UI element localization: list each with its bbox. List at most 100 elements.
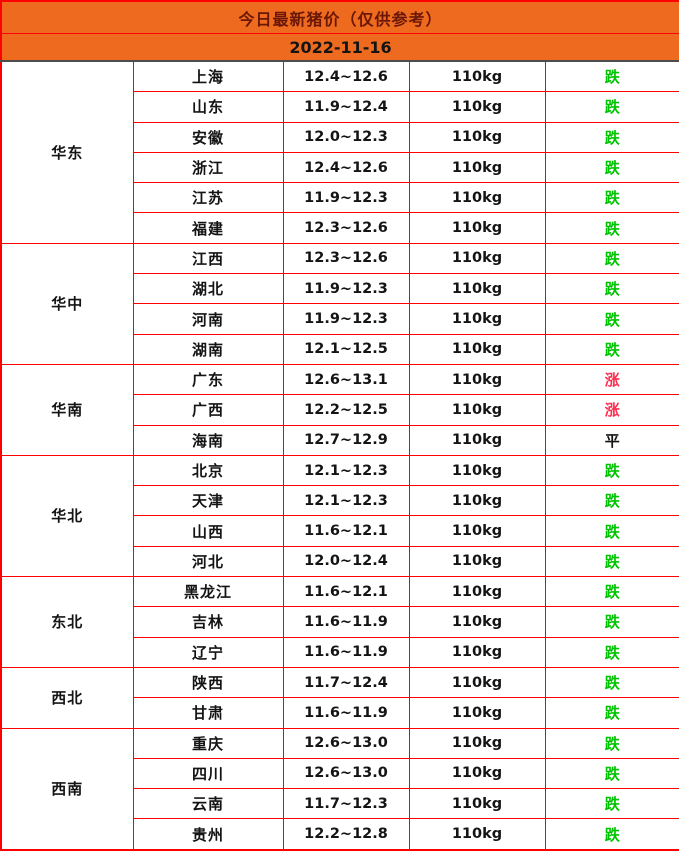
trend-cell: 跌 (544, 515, 679, 547)
weight-cell: 110kg (408, 151, 546, 184)
trend-cell: 涨 (544, 394, 679, 426)
table-row: 海南 12.7~12.9 110kg 平 (1, 424, 679, 456)
price-cell: 11.6~12.1 (282, 515, 410, 547)
province-cell: 湖北 (132, 273, 284, 305)
price-cell: 11.9~12.3 (282, 182, 410, 214)
table-row: 河北 12.0~12.4 110kg 跌 (1, 545, 679, 578)
province-cell: 河北 (132, 545, 284, 578)
table-row: 四川 12.6~13.0 110kg 跌 (1, 757, 679, 790)
trend-cell: 跌 (544, 212, 679, 244)
weight-cell: 110kg (408, 666, 546, 699)
province-cell: 山东 (132, 91, 284, 123)
table-header: 今日最新猪价（仅供参考） (0, 0, 679, 34)
weight-cell: 110kg (408, 757, 546, 790)
trend-cell: 跌 (544, 788, 679, 820)
province-cell: 江西 (132, 242, 284, 275)
table-row: 华东 上海 12.4~12.6 110kg 跌 (0, 60, 679, 244)
trend-cell: 跌 (544, 757, 679, 790)
price-cell: 12.6~13.0 (282, 757, 410, 790)
trend-cell: 跌 (544, 666, 679, 699)
table-row: 华中 江西 12.3~12.6 110kg 跌 (0, 242, 679, 365)
report-date: 2022-11-16 (0, 33, 679, 62)
trend-cell: 跌 (544, 576, 679, 608)
weight-cell: 110kg (408, 485, 546, 517)
weight-cell: 110kg (408, 454, 546, 487)
trend-cell: 跌 (544, 545, 679, 578)
trend-cell: 跌 (544, 182, 679, 214)
price-cell: 11.6~11.9 (282, 636, 410, 668)
table-row: 吉林 11.6~11.9 110kg 跌 (1, 606, 679, 638)
trend-cell: 跌 (544, 818, 679, 851)
province-cell: 北京 (132, 454, 284, 487)
table-row: 西南 重庆 12.6~13.0 110kg 跌 (0, 727, 679, 851)
trend-cell: 跌 (544, 636, 679, 668)
price-cell: 11.7~12.4 (282, 666, 410, 699)
price-cell: 11.9~12.4 (282, 91, 410, 123)
province-cell: 云南 (132, 788, 284, 820)
trend-cell: 涨 (544, 363, 679, 396)
price-cell: 12.6~13.0 (282, 727, 410, 759)
table-row: 福建 12.3~12.6 110kg 跌 (1, 212, 679, 244)
price-cell: 11.6~11.9 (282, 606, 410, 638)
table-row: 云南 11.7~12.3 110kg 跌 (1, 788, 679, 820)
weight-cell: 110kg (408, 545, 546, 578)
price-cell: 12.3~12.6 (282, 242, 410, 275)
trend-cell: 跌 (544, 697, 679, 729)
price-cell: 12.1~12.3 (282, 485, 410, 517)
weight-cell: 110kg (408, 424, 546, 456)
weight-cell: 110kg (408, 91, 546, 123)
weight-cell: 110kg (408, 60, 546, 93)
table-row: 湖南 12.1~12.5 110kg 跌 (1, 333, 679, 365)
price-cell: 11.9~12.3 (282, 303, 410, 335)
region-cell: 华北 (0, 454, 134, 578)
weight-cell: 110kg (408, 818, 546, 851)
weight-cell: 110kg (408, 515, 546, 547)
table-row: 华北 北京 12.1~12.3 110kg 跌 (0, 454, 679, 578)
province-cell: 甘肃 (132, 697, 284, 729)
page-title: 今日最新猪价（仅供参考） (0, 0, 679, 34)
price-cell: 12.4~12.6 (282, 60, 410, 93)
trend-cell: 跌 (544, 606, 679, 638)
table-row: 山东 11.9~12.4 110kg 跌 (1, 91, 679, 123)
trend-cell: 跌 (544, 727, 679, 759)
table-subheader: 2022-11-16 (0, 33, 679, 62)
province-cell: 广西 (132, 394, 284, 426)
region-cell: 华中 (0, 242, 134, 365)
weight-cell: 110kg (408, 121, 546, 153)
table-row: 江苏 11.9~12.3 110kg 跌 (1, 182, 679, 214)
price-cell: 11.6~11.9 (282, 697, 410, 729)
province-cell: 湖南 (132, 333, 284, 365)
province-cell: 四川 (132, 757, 284, 790)
weight-cell: 110kg (408, 697, 546, 729)
price-cell: 12.0~12.3 (282, 121, 410, 153)
price-cell: 12.2~12.8 (282, 818, 410, 851)
province-cell: 江苏 (132, 182, 284, 214)
table-row: 辽宁 11.6~11.9 110kg 跌 (1, 636, 679, 668)
trend-cell: 跌 (544, 454, 679, 487)
province-cell: 天津 (132, 485, 284, 517)
price-cell: 12.2~12.5 (282, 394, 410, 426)
province-cell: 安徽 (132, 121, 284, 153)
table-row: 天津 12.1~12.3 110kg 跌 (1, 485, 679, 517)
weight-cell: 110kg (408, 333, 546, 365)
price-cell: 12.1~12.3 (282, 454, 410, 487)
price-cell: 12.7~12.9 (282, 424, 410, 456)
weight-cell: 110kg (408, 394, 546, 426)
province-cell: 陕西 (132, 666, 284, 699)
trend-cell: 跌 (544, 273, 679, 305)
weight-cell: 110kg (408, 182, 546, 214)
price-cell: 11.6~12.1 (282, 576, 410, 608)
table-row: 华南 广东 12.6~13.1 110kg 涨 (0, 363, 679, 456)
weight-cell: 110kg (408, 788, 546, 820)
trend-cell: 跌 (544, 303, 679, 335)
trend-cell: 跌 (544, 333, 679, 365)
province-cell: 黑龙江 (132, 576, 284, 608)
region-cell: 东北 (0, 576, 134, 668)
weight-cell: 110kg (408, 273, 546, 305)
table-row: 广西 12.2~12.5 110kg 涨 (1, 394, 679, 426)
region-cell: 西南 (0, 727, 134, 851)
weight-cell: 110kg (408, 212, 546, 244)
trend-cell: 跌 (544, 242, 679, 275)
